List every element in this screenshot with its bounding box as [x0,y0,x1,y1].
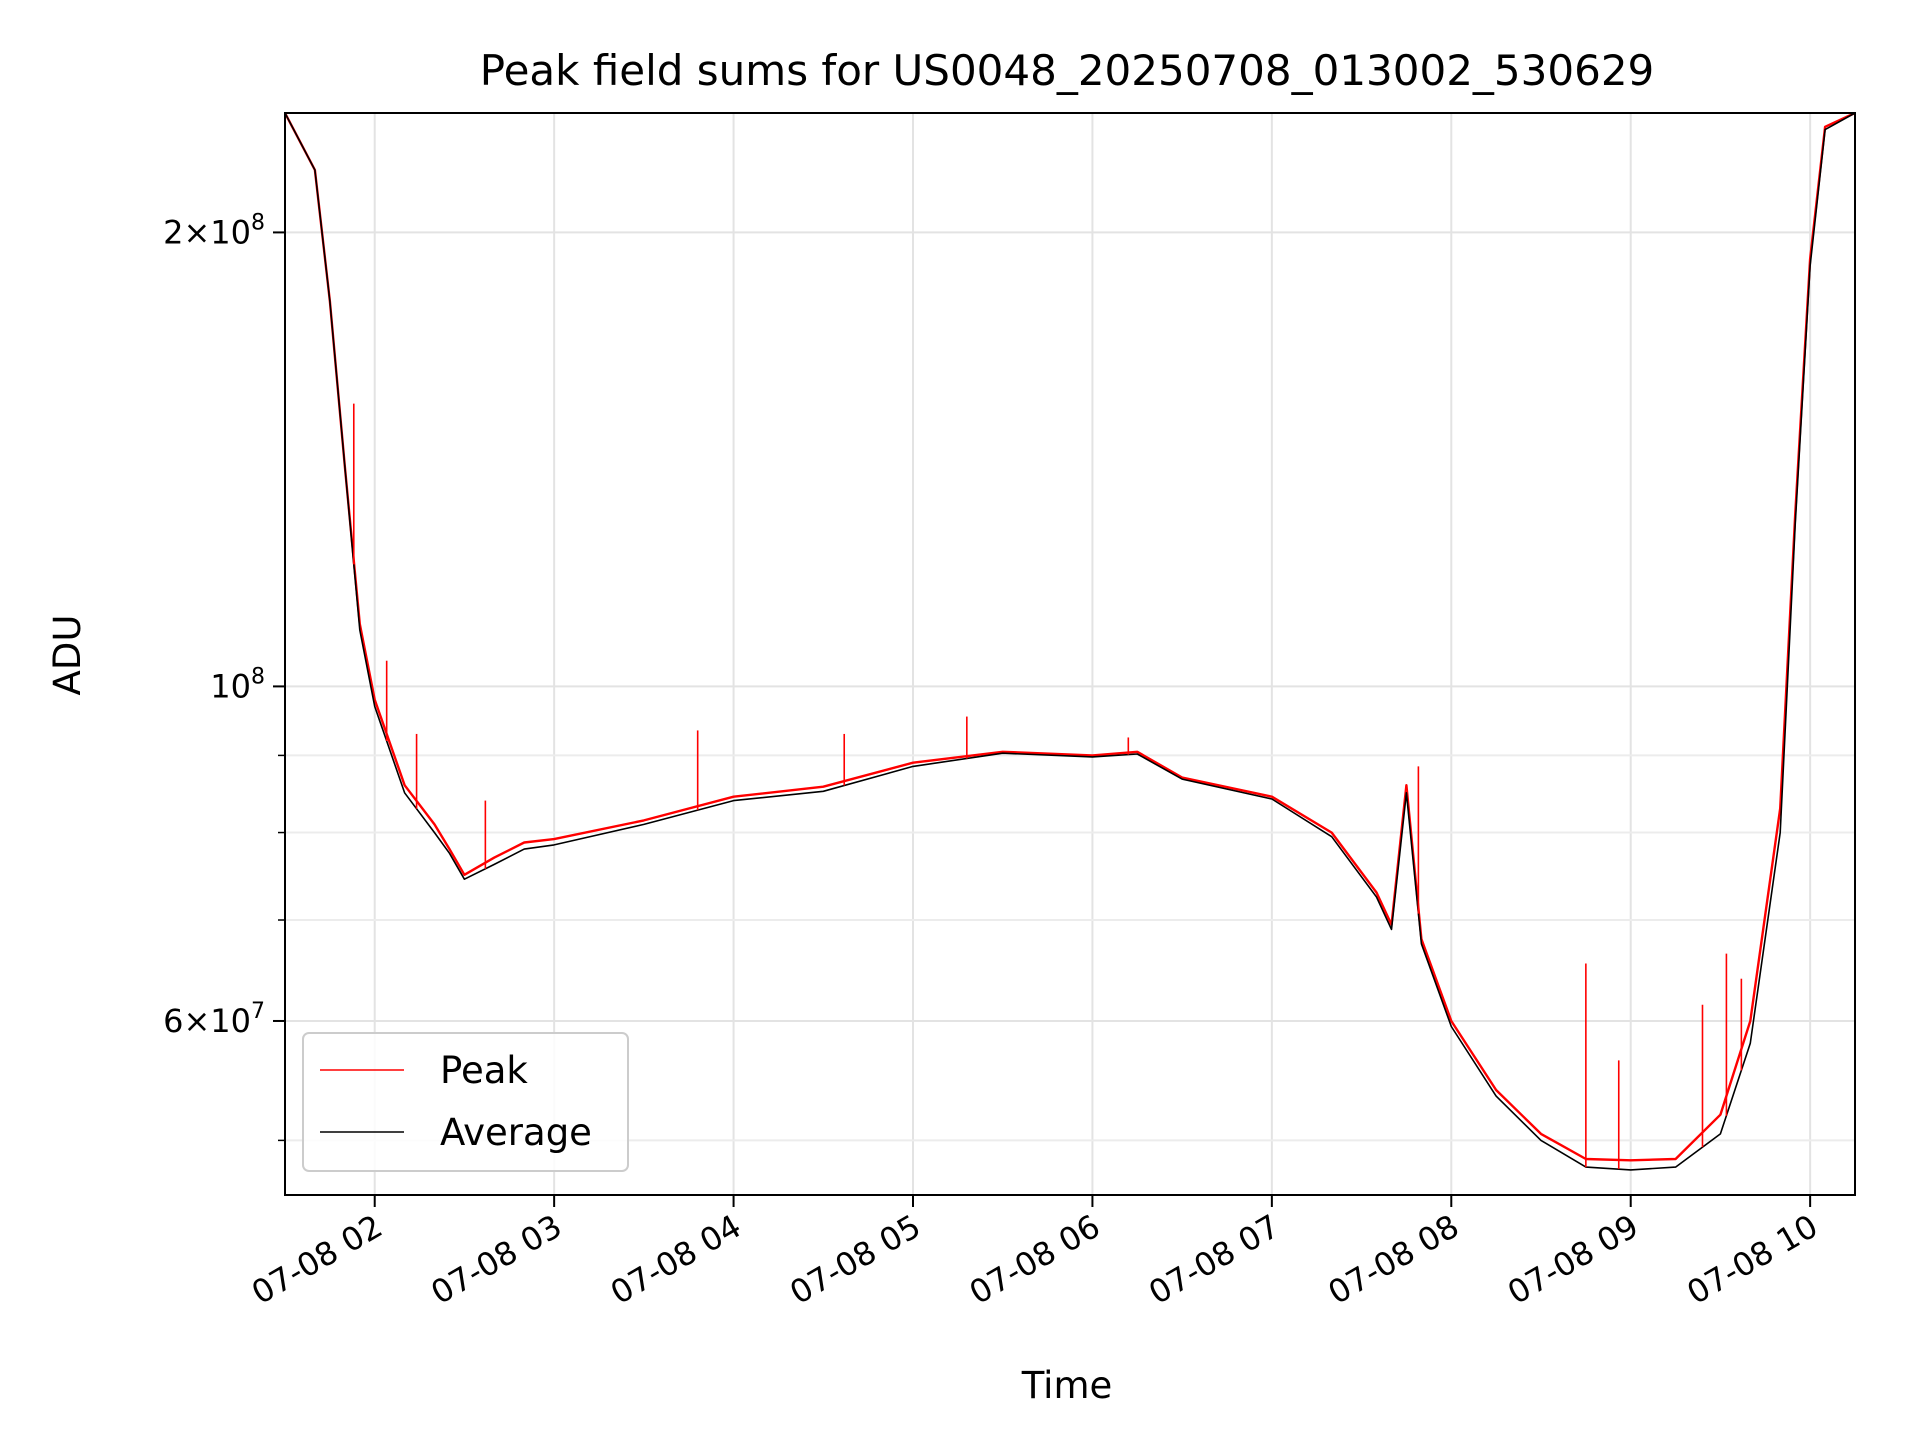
x-axis-label: Time [1021,1364,1113,1407]
x-tick-label: 07-08 02 [245,1207,389,1312]
series-layer [283,111,1856,1171]
x-tick-label: 07-08 09 [1501,1207,1645,1312]
y-tick-label: 6×107 [163,999,265,1040]
plot-frame [284,112,1856,1196]
legend-label-peak: Peak [440,1049,528,1092]
x-tick-label: 07-08 06 [963,1207,1107,1312]
legend-box [302,1032,629,1172]
grid [285,113,1855,1195]
x-tick-label: 07-08 10 [1681,1207,1825,1312]
y-tick-label: 2×108 [163,210,265,251]
x-tick-label: 07-08 04 [604,1207,748,1312]
x-tick-label: 07-08 07 [1142,1207,1286,1312]
y-axis: 2×108 108 6×107 [163,210,285,1142]
y-axis-label: ADU [46,615,89,696]
y-tick-label: 108 [210,664,265,705]
x-tick-label: 07-08 08 [1322,1207,1466,1312]
series-line-peak [283,111,1856,1162]
chart-title: Peak field sums for US0048_20250708_0130… [480,46,1655,95]
legend: Peak Average [302,1032,629,1172]
x-axis: 07-08 02 07-08 03 07-08 04 07-08 05 07-08 06… [245,1195,1824,1312]
legend-label-average: Average [440,1111,592,1154]
series-line-average [284,112,1856,1171]
x-tick-label: 07-08 05 [783,1207,927,1312]
x-tick-label: 07-08 03 [425,1207,569,1312]
